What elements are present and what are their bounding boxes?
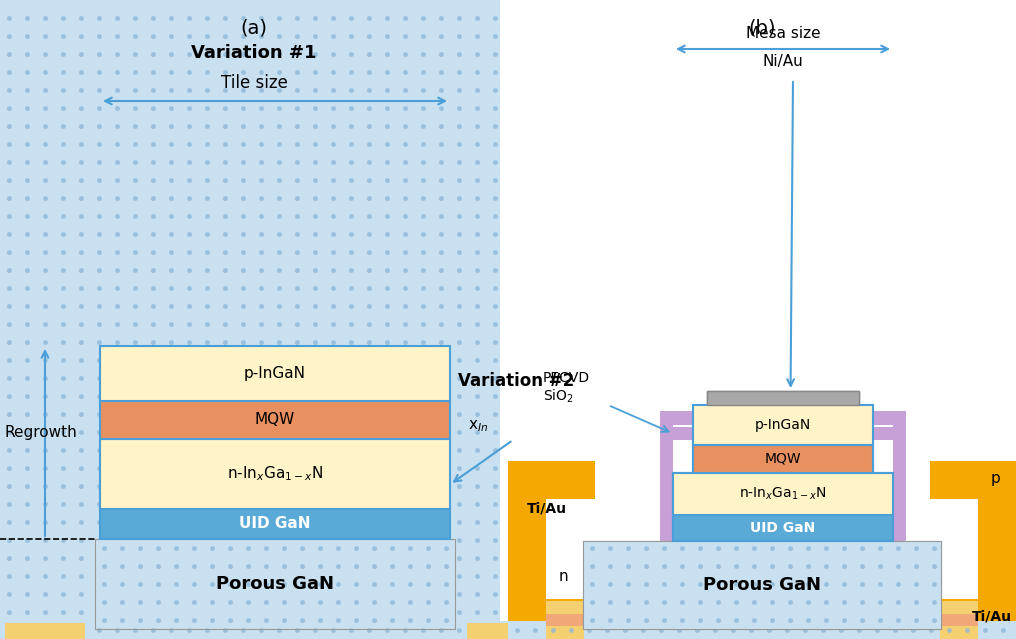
- Text: Porous GaN: Porous GaN: [703, 576, 821, 594]
- Text: p: p: [992, 472, 1001, 486]
- Text: n-In$_x$Ga$_{1-x}$N: n-In$_x$Ga$_{1-x}$N: [227, 465, 323, 483]
- Bar: [467, 622, 547, 639]
- Text: MQW: MQW: [255, 413, 295, 427]
- Text: n: n: [558, 569, 568, 584]
- Bar: [96, 539, 455, 629]
- Bar: [693, 405, 873, 445]
- Text: UID GaN: UID GaN: [751, 521, 816, 535]
- Bar: [0, 0, 508, 639]
- Bar: [707, 391, 859, 405]
- Bar: [978, 461, 1016, 639]
- Text: MQW: MQW: [765, 452, 802, 466]
- Bar: [100, 509, 450, 539]
- Bar: [546, 601, 584, 613]
- Bar: [693, 445, 873, 473]
- Bar: [660, 616, 906, 629]
- Text: UID GaN: UID GaN: [751, 521, 816, 535]
- Bar: [673, 515, 893, 541]
- Text: p-InGaN: p-InGaN: [755, 418, 811, 432]
- Text: UID GaN: UID GaN: [239, 516, 311, 532]
- Bar: [873, 427, 906, 440]
- Bar: [940, 601, 978, 613]
- Bar: [0, 621, 508, 639]
- Bar: [707, 391, 859, 405]
- Bar: [508, 599, 595, 639]
- Text: n-In$_x$Ga$_{1-x}$N: n-In$_x$Ga$_{1-x}$N: [740, 486, 827, 502]
- Bar: [673, 515, 893, 541]
- Text: Ni/Au: Ni/Au: [763, 54, 804, 69]
- Bar: [546, 626, 584, 639]
- Bar: [893, 424, 906, 629]
- Text: PECVD
SiO$_2$: PECVD SiO$_2$: [543, 371, 590, 405]
- Text: (b): (b): [748, 19, 776, 38]
- Bar: [5, 622, 85, 639]
- Text: Porous GaN: Porous GaN: [216, 575, 334, 593]
- Text: x$_{In}$: x$_{In}$: [468, 418, 489, 434]
- Bar: [660, 616, 906, 629]
- Bar: [508, 0, 1016, 639]
- Bar: [96, 539, 455, 629]
- Text: Variation #2: Variation #2: [458, 372, 574, 390]
- Text: p-InGaN: p-InGaN: [244, 366, 306, 381]
- Text: Tile size: Tile size: [220, 74, 288, 92]
- Bar: [583, 541, 941, 629]
- Text: Mesa size: Mesa size: [746, 26, 820, 41]
- Bar: [893, 427, 906, 629]
- Text: Ti/Au: Ti/Au: [972, 610, 1012, 624]
- Bar: [660, 411, 906, 424]
- Text: n-In$_x$Ga$_{1-x}$N: n-In$_x$Ga$_{1-x}$N: [740, 486, 827, 502]
- Bar: [508, 461, 595, 499]
- Bar: [693, 405, 873, 445]
- Bar: [0, 0, 500, 639]
- Bar: [100, 401, 450, 439]
- Bar: [659, 384, 907, 630]
- Bar: [583, 541, 941, 629]
- Bar: [100, 346, 450, 401]
- Bar: [546, 613, 584, 626]
- Bar: [940, 613, 978, 626]
- Bar: [100, 439, 450, 509]
- Bar: [673, 473, 893, 515]
- Text: MQW: MQW: [765, 452, 802, 466]
- Text: Regrowth: Regrowth: [5, 425, 78, 440]
- Bar: [930, 599, 1016, 639]
- Bar: [660, 427, 673, 629]
- Bar: [930, 461, 1016, 499]
- Bar: [940, 626, 978, 639]
- Bar: [660, 424, 673, 629]
- Bar: [693, 445, 873, 473]
- Bar: [583, 541, 941, 629]
- Bar: [673, 473, 893, 515]
- Bar: [660, 427, 693, 440]
- Bar: [660, 412, 693, 425]
- Text: p-InGaN: p-InGaN: [755, 418, 811, 432]
- Bar: [583, 541, 941, 629]
- Bar: [508, 461, 546, 639]
- Text: Ti/Au: Ti/Au: [527, 502, 567, 516]
- Bar: [873, 412, 906, 425]
- Bar: [508, 621, 1016, 639]
- Text: Variation #1: Variation #1: [191, 44, 317, 62]
- Text: (a): (a): [241, 19, 267, 38]
